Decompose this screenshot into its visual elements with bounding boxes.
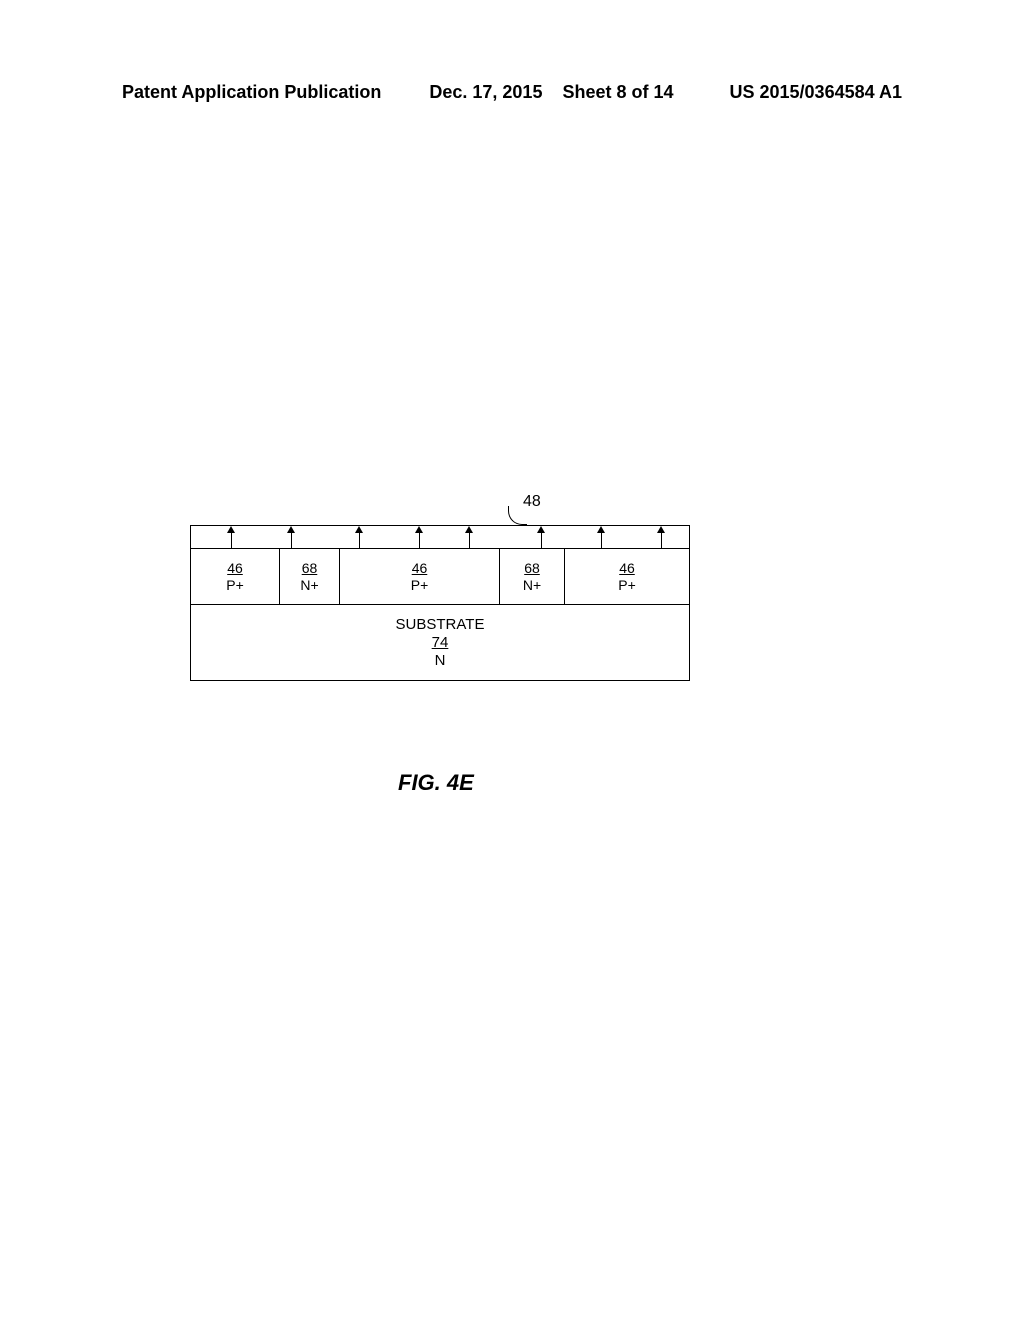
sheet-number: Sheet 8 of 14 (562, 82, 673, 103)
page-header: Patent Application Publication Dec. 17, … (0, 82, 1024, 103)
publication-type: Patent Application Publication (122, 82, 381, 103)
publication-date: Dec. 17, 2015 (429, 82, 542, 103)
region-doping-type: P+ (411, 577, 429, 593)
region-ref-number: 68 (302, 560, 318, 576)
substrate-type: N (435, 652, 446, 670)
up-arrow-icon (541, 532, 542, 548)
up-arrow-icon (661, 532, 662, 548)
substrate-label: SUBSTRATE (396, 616, 485, 634)
top-layer-48 (190, 525, 690, 549)
document-number: US 2015/0364584 A1 (730, 82, 902, 103)
doped-regions-row: 46P+68N+46P+68N+46P+ (190, 549, 690, 605)
figure-caption: FIG. 4E (398, 770, 474, 796)
callout-leader-line (508, 506, 527, 525)
up-arrow-icon (469, 532, 470, 548)
up-arrow-icon (291, 532, 292, 548)
region-ref-number: 46 (412, 560, 428, 576)
region-ref-number: 68 (524, 560, 540, 576)
region-doping-type: P+ (226, 577, 244, 593)
doped-region: 46P+ (190, 549, 280, 605)
region-doping-type: N+ (300, 577, 318, 593)
up-arrow-icon (601, 532, 602, 548)
doped-region: 68N+ (500, 549, 565, 605)
region-ref-number: 46 (619, 560, 635, 576)
up-arrow-icon (231, 532, 232, 548)
up-arrow-icon (419, 532, 420, 548)
region-doping-type: P+ (618, 577, 636, 593)
doped-region: 68N+ (280, 549, 340, 605)
region-doping-type: N+ (523, 577, 541, 593)
substrate-layer: SUBSTRATE 74 N (190, 605, 690, 681)
up-arrow-icon (359, 532, 360, 548)
doped-region: 46P+ (340, 549, 500, 605)
figure-4e: 48 46P+68N+46P+68N+46P+ SUBSTRATE 74 N (190, 525, 690, 681)
doped-region: 46P+ (565, 549, 690, 605)
region-ref-number: 46 (227, 560, 243, 576)
substrate-ref-number: 74 (432, 634, 449, 652)
